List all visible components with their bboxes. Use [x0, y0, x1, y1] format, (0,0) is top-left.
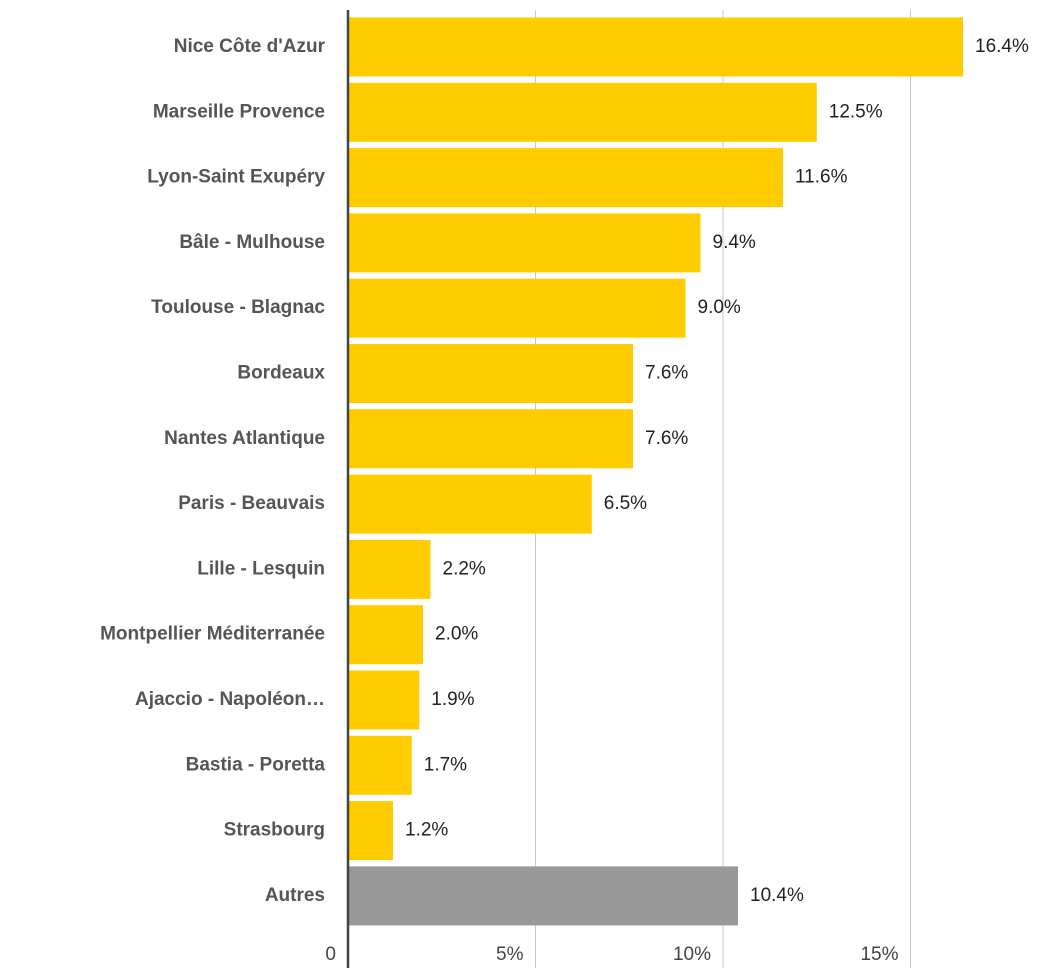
bar [348, 801, 393, 861]
bar [348, 866, 738, 926]
x-tick-label: 15% [860, 944, 898, 965]
bar [348, 670, 420, 730]
value-label: 6.5% [604, 493, 647, 514]
value-label: 1.9% [431, 689, 474, 710]
value-label: 2.2% [443, 558, 486, 579]
value-label: 1.2% [405, 820, 448, 841]
category-label: Montpellier Méditerranée [100, 624, 325, 645]
bar [348, 17, 963, 77]
value-label: 10.4% [750, 885, 804, 906]
bar [348, 605, 423, 665]
x-tick-label: 10% [673, 944, 711, 965]
value-label: 16.4% [975, 36, 1029, 57]
bar [348, 539, 431, 599]
category-label: Ajaccio - Napoléon… [135, 689, 325, 710]
bar [348, 474, 592, 534]
value-label: 9.0% [698, 297, 741, 318]
category-label: Bordeaux [237, 363, 325, 384]
value-label: 9.4% [713, 232, 756, 253]
value-label: 7.6% [645, 428, 688, 449]
bar [348, 213, 701, 273]
category-label: Toulouse - Blagnac [151, 297, 325, 318]
value-label: 1.7% [424, 754, 467, 775]
bar [348, 278, 686, 338]
category-label: Autres [265, 885, 325, 906]
category-label: Bastia - Poretta [186, 754, 326, 775]
value-label: 7.6% [645, 363, 688, 384]
category-label: Paris - Beauvais [178, 493, 325, 514]
category-label: Nice Côte d'Azur [174, 36, 326, 57]
value-label: 2.0% [435, 624, 478, 645]
x-tick-label: 5% [496, 944, 524, 965]
x-tick-label: 0 [325, 944, 336, 965]
bar [348, 409, 633, 469]
category-label: Strasbourg [224, 820, 325, 841]
category-label: Lyon-Saint Exupéry [147, 167, 325, 188]
category-label: Bâle - Mulhouse [179, 232, 325, 253]
category-label: Marseille Provence [153, 101, 325, 122]
value-label: 11.6% [795, 167, 848, 188]
bar [348, 735, 412, 795]
bar [348, 344, 633, 403]
value-label: 12.5% [829, 101, 883, 122]
bar [348, 148, 783, 208]
category-label: Nantes Atlantique [164, 428, 325, 449]
bar [348, 82, 817, 142]
category-label: Lille - Lesquin [197, 558, 325, 579]
